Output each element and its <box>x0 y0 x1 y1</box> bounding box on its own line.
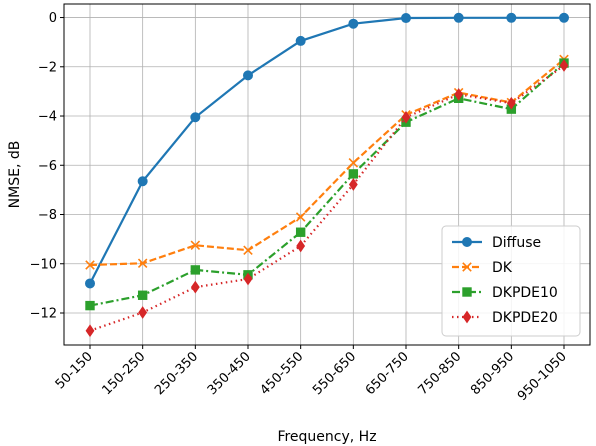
series-line <box>89 58 565 267</box>
series-line <box>89 16 564 284</box>
data-point <box>559 59 569 72</box>
y-tick-label: 0 <box>49 11 57 26</box>
y-tick-label: −8 <box>38 208 57 223</box>
y-axis-label: NMSE, dB <box>7 141 23 209</box>
x-axis-label: Frequency, Hz <box>277 429 376 445</box>
plot-area <box>85 12 569 338</box>
x-marker-stroke <box>190 240 201 251</box>
data-point <box>348 158 359 168</box>
axes-frame <box>63 3 591 346</box>
legend-box <box>441 225 581 337</box>
y-tick-label: −4 <box>38 110 57 125</box>
x-marker-stroke <box>243 245 253 255</box>
x-tick-label: 250-350 <box>152 349 201 398</box>
series-line <box>89 64 565 332</box>
x-marker-stroke <box>348 158 359 168</box>
data-point <box>401 13 411 24</box>
x-tick-label: 850-950 <box>468 349 517 398</box>
legend: Diffuse DK DKPDE10 DKPDE20 <box>441 225 581 337</box>
x-tick-label: 350-450 <box>205 349 254 398</box>
x-tick-label: 450-550 <box>257 349 306 398</box>
x-tick-label: 550-650 <box>310 349 359 398</box>
data-point <box>296 239 306 253</box>
data-point <box>348 18 359 29</box>
x-marker-stroke <box>295 212 306 222</box>
data-point <box>190 240 201 251</box>
x-tick-label: 750-850 <box>415 349 464 398</box>
data-point <box>190 280 200 294</box>
data-point <box>85 300 95 311</box>
legend-item: DKPDE10 <box>452 285 558 301</box>
data-point <box>190 112 201 123</box>
y-tick-label: −12 <box>30 306 57 321</box>
data-point <box>454 87 464 101</box>
legend-item: Diffuse <box>452 235 541 251</box>
data-point <box>137 258 148 269</box>
data-point <box>243 70 253 81</box>
x-tick-label: 150-250 <box>99 349 148 398</box>
data-point <box>85 324 95 338</box>
data-point <box>348 178 358 191</box>
data-point <box>453 12 464 23</box>
series-dkpde20 <box>85 59 569 338</box>
x-marker-stroke <box>137 258 148 269</box>
data-point <box>462 287 472 297</box>
x-tick-label: 50-150 <box>53 349 96 392</box>
y-tick-label: −2 <box>38 60 57 75</box>
data-point <box>462 237 472 247</box>
data-point <box>137 176 148 187</box>
legend-label: DK <box>492 260 513 276</box>
legend-label: DKPDE10 <box>492 285 558 301</box>
data-point <box>85 278 95 289</box>
data-point <box>462 310 472 324</box>
data-point <box>506 96 516 110</box>
x-tick-label: 950-1050 <box>515 349 570 404</box>
x-tick-label: 650-750 <box>363 349 412 398</box>
series-diffuse <box>85 12 569 289</box>
data-point <box>348 169 359 179</box>
x-marker-stroke <box>462 262 472 272</box>
data-point <box>137 290 148 300</box>
data-point <box>295 212 306 222</box>
data-point <box>401 110 411 124</box>
data-point <box>559 12 569 23</box>
y-tick-label: −10 <box>30 257 57 272</box>
y-tick-label: −6 <box>38 159 57 174</box>
data-point <box>462 262 472 272</box>
data-point <box>295 35 306 46</box>
series-line <box>89 62 565 307</box>
data-point <box>506 12 517 23</box>
x-marker-stroke <box>85 260 95 270</box>
data-point <box>295 227 306 237</box>
legend-label: Diffuse <box>492 235 541 251</box>
legend-item: DK <box>452 260 513 276</box>
data-point <box>243 272 253 286</box>
legend-label: DKPDE20 <box>492 310 558 326</box>
legend-item: DKPDE20 <box>452 310 558 326</box>
data-point <box>85 260 95 270</box>
data-point <box>138 306 148 319</box>
data-point <box>190 265 201 275</box>
data-point <box>243 245 253 255</box>
